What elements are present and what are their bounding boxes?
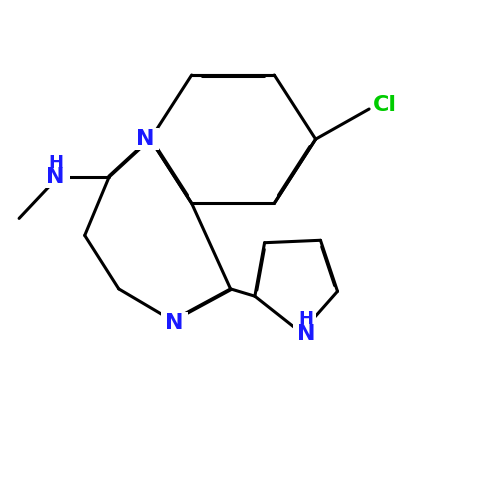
Text: N: N bbox=[46, 167, 65, 187]
Text: N: N bbox=[166, 313, 184, 333]
Bar bbox=[41, 166, 70, 188]
Text: N: N bbox=[296, 324, 315, 344]
Bar bbox=[296, 310, 316, 328]
Bar bbox=[292, 322, 320, 344]
Bar bbox=[132, 128, 159, 150]
Bar bbox=[44, 155, 66, 172]
Text: H: H bbox=[298, 310, 314, 328]
Text: Cl: Cl bbox=[372, 95, 396, 115]
Text: H: H bbox=[48, 154, 63, 172]
Bar bbox=[162, 312, 188, 334]
Text: N: N bbox=[136, 129, 154, 149]
